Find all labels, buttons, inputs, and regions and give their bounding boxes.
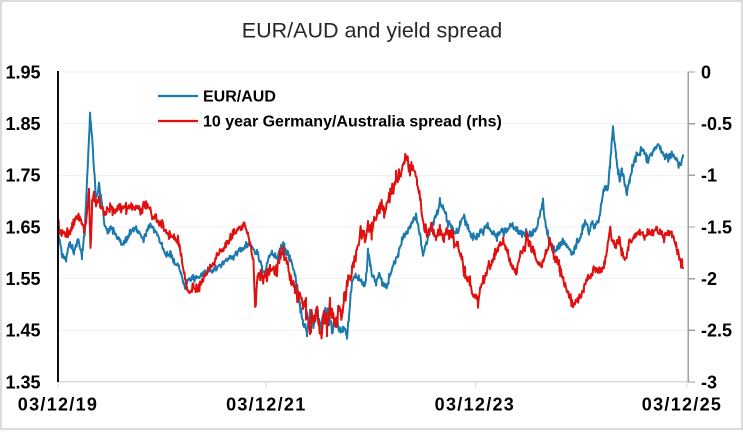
svg-text:03/12/23: 03/12/23	[435, 395, 515, 415]
svg-text:03/12/25: 03/12/25	[642, 395, 722, 415]
svg-text:0: 0	[701, 62, 711, 82]
svg-text:03/12/19: 03/12/19	[18, 395, 98, 415]
svg-text:10 year Germany/Australia spre: 10 year Germany/Australia spread (rhs)	[203, 114, 502, 131]
svg-text:1.75: 1.75	[5, 166, 40, 186]
svg-text:-2: -2	[701, 269, 717, 289]
svg-text:1.55: 1.55	[5, 269, 40, 289]
svg-text:-3: -3	[701, 372, 717, 392]
svg-text:1.65: 1.65	[5, 217, 40, 237]
svg-text:1.35: 1.35	[5, 372, 40, 392]
svg-text:03/12/21: 03/12/21	[226, 395, 306, 415]
svg-text:1.85: 1.85	[5, 114, 40, 134]
svg-text:-0.5: -0.5	[701, 114, 732, 134]
svg-text:EUR/AUD and yield spread: EUR/AUD and yield spread	[242, 19, 503, 43]
svg-text:-2.5: -2.5	[701, 321, 732, 341]
svg-text:1.95: 1.95	[5, 62, 40, 82]
svg-text:-1: -1	[701, 166, 717, 186]
svg-text:1.45: 1.45	[5, 321, 40, 341]
svg-text:EUR/AUD: EUR/AUD	[203, 89, 276, 106]
svg-text:-1.5: -1.5	[701, 217, 732, 237]
